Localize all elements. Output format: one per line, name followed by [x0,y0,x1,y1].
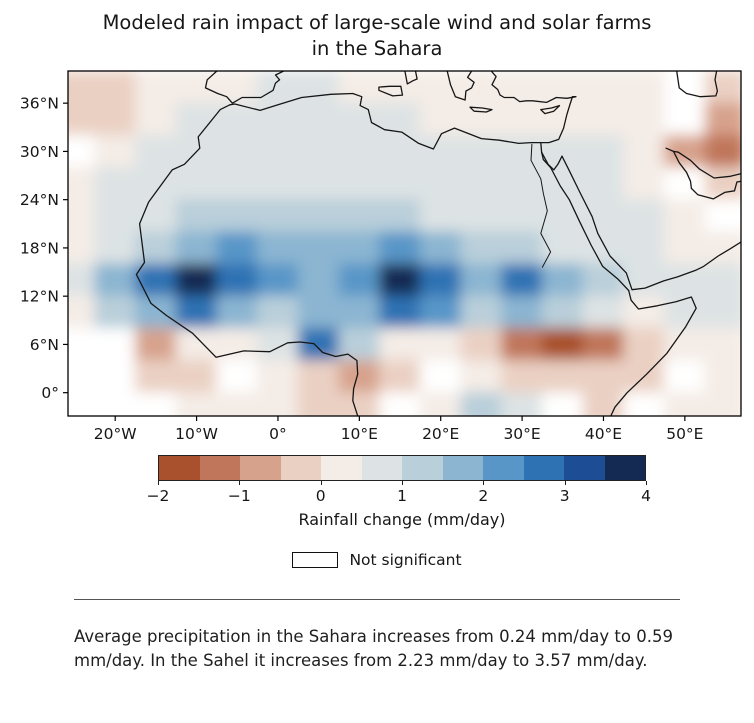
colorbar-segment [523,456,564,481]
colorbar-segment [361,456,402,481]
coastline-greece [446,71,475,102]
y-tick-label: 18°N [20,240,59,258]
x-tick-label: 50°E [666,425,703,441]
colorbar-tick-mark [483,481,485,486]
colorbar-tick-mark [239,481,241,486]
colorbar-tick-mark [320,481,322,486]
x-tick-label: 20°E [422,425,459,441]
y-tick-label: 36°N [20,95,59,113]
x-tick-label: 0° [269,425,287,441]
chart-title: Modeled rain impact of large-scale wind … [102,11,652,60]
colorbar-label: Rainfall change (mm/day) [298,510,506,530]
x-tick-label: 10°E [341,425,378,441]
y-tick-label: 12°N [20,288,59,306]
not-significant-label: Not significant [349,551,462,570]
rainfall-map: 20°W 10°W 0° 10°E 20°E 30°E 40°E 50°E 36°N 30°N 24… [20,70,742,441]
colorbar-tick-label: −1 [227,487,251,506]
coastline-red_sea_africa [540,152,630,292]
x-tick-label: 20°W [94,425,137,441]
colorbar-segment [280,456,321,481]
colorbar-segment [321,456,362,481]
colorbar-segment [483,456,524,481]
colorbar-gradient [158,455,646,482]
heatmap-layer [68,71,741,417]
colorbar-tick-label: 1 [397,487,407,506]
not-significant-legend: Not significant [0,551,754,569]
x-tick-label: 40°E [585,425,622,441]
coastline-italy_toe [404,71,418,86]
coastline-west_africa [135,104,359,417]
coastline-arabia [561,156,741,291]
y-tick-label: 0° [41,385,59,403]
colorbar: −2 −1 0 1 2 3 4 Rainfall change (mm/day) [147,455,651,530]
colorbar-tick-label: 2 [478,487,489,506]
coastline-crete [469,107,493,114]
colorbar-tick-marks [158,481,647,486]
coastline-layer [135,71,741,417]
colorbar-segment [604,456,645,481]
plot-border [67,70,742,418]
x-tick-label: 10°W [175,425,218,441]
colorbar-segment [159,456,200,481]
colorbar-tick-mark [402,481,403,486]
coastline-iberia [204,71,285,105]
colorbar-tick-label: 0 [315,487,326,506]
coastline-iran_coast [665,148,741,180]
colorbar-tick-label: 3 [559,487,570,506]
colorbar-segment [199,456,240,481]
y-tick-label: 24°N [20,192,59,210]
colorbar-tick-label: −2 [146,487,170,506]
divider [74,599,680,601]
colorbar-segment [402,456,443,481]
river-nile [530,144,552,269]
colorbar-tick-mark [158,481,159,486]
y-tick-label: 6°N [30,336,59,354]
colorbar-segment [240,456,281,481]
y-tick-label: 30°N [20,143,59,161]
colorbar-tick-label: 4 [641,487,651,506]
coastline-cyprus [540,105,561,115]
colorbar-segment [442,456,483,481]
colorbar-segment [564,456,605,481]
coastline-horn_of_africa [610,290,697,417]
coastline-sicily [378,86,404,98]
coastline-turkey [490,71,577,104]
colorbar-tick-mark [564,481,566,486]
caption: Average precipitation in the Sahara incr… [74,627,673,670]
x-axis-ticks: 20°W 10°W 0° 10°E 20°E 30°E 40°E 50°E [94,416,703,441]
map-layers [68,71,741,417]
colorbar-tick-labels: −2 −1 0 1 2 3 4 [147,487,651,507]
colorbar-tick-mark [646,481,647,486]
coastline-mediterranean [229,93,577,151]
coastline-caspian [676,71,719,98]
x-tick-label: 30°E [503,425,540,441]
coastline-persian_gulf_south [672,151,741,201]
not-significant-swatch [292,552,339,569]
y-axis-ticks: 36°N 30°N 24°N 18°N 12°N 6°N 0° [20,95,68,403]
